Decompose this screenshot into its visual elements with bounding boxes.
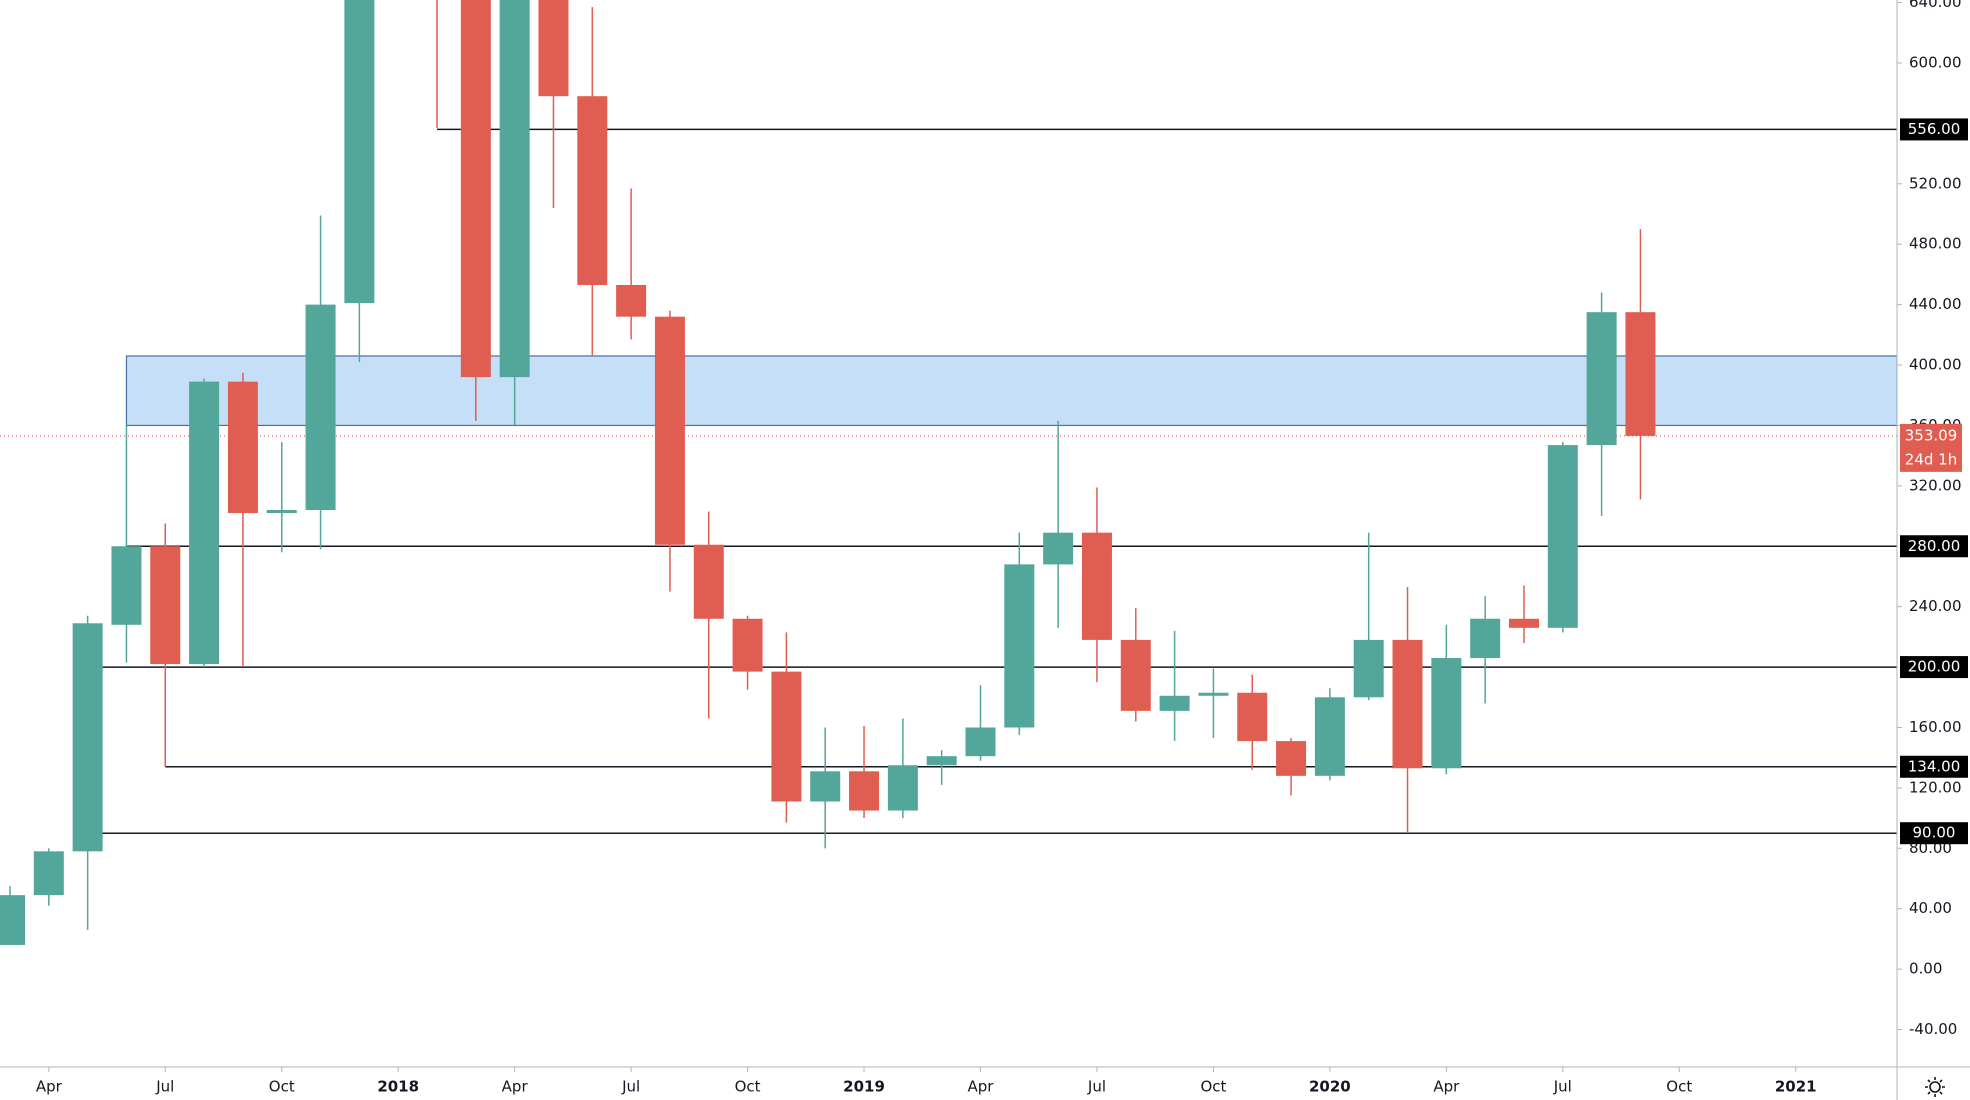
- level-label-bg: [1900, 755, 1968, 778]
- candle-body: [460, 0, 491, 378]
- candle-body: [305, 304, 336, 511]
- candle-body: [965, 727, 996, 757]
- x-tick-label: Jul: [155, 1078, 174, 1096]
- candle-body: [1547, 445, 1578, 628]
- candle-body: [616, 284, 647, 317]
- candle-body: [33, 851, 64, 896]
- candle-body: [926, 756, 957, 766]
- level-label: 200.00: [1908, 658, 1961, 676]
- candle-body: [1237, 692, 1268, 742]
- candle-body: [1431, 658, 1462, 769]
- y-tick-label: 640.00: [1909, 0, 1962, 11]
- candle-body: [1314, 697, 1345, 776]
- level-label-bg: [1900, 656, 1968, 679]
- countdown-label: 24d 1h: [1905, 450, 1957, 468]
- candle-body: [150, 546, 181, 665]
- candle-body: [1198, 692, 1229, 696]
- y-tick-label: 600.00: [1909, 53, 1962, 71]
- x-tick-label: Jul: [1553, 1078, 1572, 1096]
- y-tick-label: 520.00: [1909, 174, 1962, 192]
- x-tick-label: Jul: [1087, 1078, 1106, 1096]
- x-tick-label: Oct: [269, 1078, 295, 1096]
- candle-body: [227, 381, 258, 514]
- candle-body: [577, 96, 608, 285]
- last-price-label: 353.09: [1905, 426, 1958, 444]
- candle-body: [1508, 618, 1539, 628]
- level-label: 134.00: [1908, 757, 1961, 775]
- candle-body: [0, 895, 25, 945]
- y-tick-label: 160.00: [1909, 718, 1962, 736]
- y-tick-label: 400.00: [1909, 356, 1962, 374]
- candle-body: [1586, 312, 1617, 446]
- candle-body: [344, 0, 375, 304]
- x-tick-label: 2018: [377, 1078, 419, 1096]
- candle-body: [1276, 741, 1307, 776]
- x-tick-label: Apr: [1433, 1078, 1460, 1096]
- level-label: 280.00: [1908, 537, 1961, 555]
- candle-body: [1081, 532, 1112, 640]
- x-tick-label: Oct: [1200, 1078, 1226, 1096]
- x-tick-label: Oct: [1666, 1078, 1692, 1096]
- x-tick-label: Apr: [502, 1078, 529, 1096]
- candle-body: [499, 0, 530, 378]
- last-price-label-bg: [1900, 423, 1962, 472]
- candle-body: [1120, 639, 1151, 711]
- level-label: 556.00: [1908, 120, 1961, 138]
- candle-body: [1353, 639, 1384, 698]
- candle-body: [810, 771, 841, 802]
- candle-body: [189, 381, 220, 665]
- y-tick-label: 240.00: [1909, 597, 1962, 615]
- candle-body: [72, 623, 103, 852]
- x-tick-label: 2021: [1775, 1078, 1817, 1096]
- candle-body: [732, 618, 763, 672]
- candle-body: [849, 771, 880, 811]
- candle-body: [1159, 695, 1190, 711]
- candle-body: [111, 546, 142, 625]
- candle-body: [538, 0, 569, 97]
- settings-icon[interactable]: [1925, 1077, 1945, 1097]
- y-tick-label: 0.00: [1909, 960, 1942, 978]
- y-tick-label: -40.00: [1909, 1020, 1957, 1038]
- level-label: 90.00: [1913, 824, 1956, 842]
- x-tick-label: Apr: [968, 1078, 995, 1096]
- level-label-bg: [1900, 822, 1968, 845]
- x-tick-label: Apr: [36, 1078, 63, 1096]
- level-label-bg: [1900, 118, 1968, 141]
- x-tick-label: 2019: [843, 1078, 885, 1096]
- plot-area: [0, 0, 1897, 945]
- candle-body: [1004, 564, 1035, 728]
- candle-body: [1392, 639, 1423, 769]
- x-tick-label: 2020: [1309, 1078, 1351, 1096]
- candle-body: [654, 316, 685, 545]
- candle-body: [266, 510, 297, 514]
- y-tick-label: 320.00: [1909, 476, 1962, 494]
- candle-body: [1470, 618, 1501, 659]
- candle-body: [693, 544, 724, 619]
- candle-body: [1043, 532, 1074, 565]
- y-tick-label: 440.00: [1909, 295, 1962, 313]
- y-tick-label: 120.00: [1909, 778, 1962, 796]
- candle-body: [1625, 312, 1656, 436]
- x-tick-label: Jul: [621, 1078, 640, 1096]
- x-tick-label: Oct: [735, 1078, 761, 1096]
- candle-body: [887, 765, 918, 811]
- y-tick-label: 480.00: [1909, 235, 1962, 253]
- candle-body: [771, 671, 802, 802]
- level-label-bg: [1900, 535, 1968, 558]
- y-tick-label: 40.00: [1909, 899, 1952, 917]
